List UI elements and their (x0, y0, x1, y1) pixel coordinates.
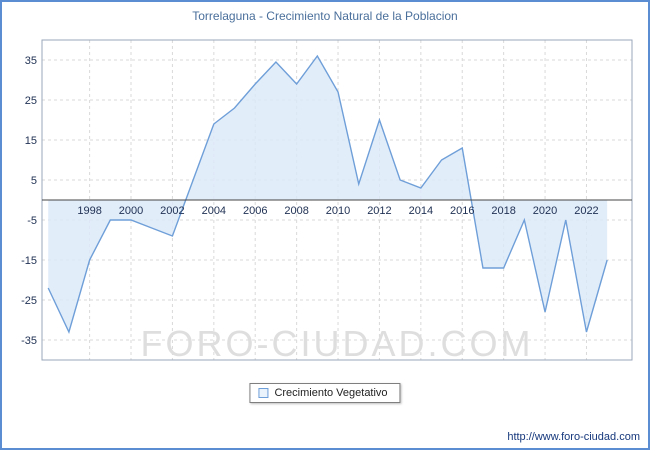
x-tick-label: 2004 (202, 205, 226, 217)
y-tick-label: -15 (21, 255, 37, 267)
y-tick-label: -25 (21, 295, 37, 307)
x-tick-label: 2016 (450, 205, 474, 217)
x-tick-label: 2014 (409, 205, 433, 217)
x-tick-label: 2010 (326, 205, 350, 217)
x-tick-label: 2022 (574, 205, 598, 217)
legend-label: Crecimiento Vegetativo (274, 387, 388, 399)
x-tick-label: 2008 (284, 205, 308, 217)
x-tick-label: 2018 (491, 205, 515, 217)
x-tick-label: 2020 (533, 205, 557, 217)
x-tick-label: 2000 (119, 205, 143, 217)
y-tick-label: 25 (25, 95, 37, 107)
watermark-text: FORO-CIUDAD.COM (141, 323, 534, 364)
area-fill (48, 56, 608, 332)
x-tick-label: 2006 (243, 205, 267, 217)
x-tick-label: 2012 (367, 205, 391, 217)
legend-box: Crecimiento Vegetativo (249, 383, 401, 403)
y-tick-label: 35 (25, 55, 37, 67)
y-tick-label: -35 (21, 335, 37, 347)
y-tick-label: 15 (25, 135, 37, 147)
x-tick-label: 2002 (160, 205, 184, 217)
footer-url-link[interactable]: http://www.foro-ciudad.com (507, 431, 640, 443)
chart-title: Torrelaguna - Crecimiento Natural de la … (192, 9, 458, 23)
x-tick-label: 1998 (77, 205, 101, 217)
y-tick-label: -5 (27, 215, 37, 227)
y-tick-label: 5 (31, 175, 37, 187)
legend-swatch-icon (258, 388, 269, 398)
data-line (47, 54, 608, 334)
area-chart: 35 25 15 5 -5 -15 -25 -35 FORO-CIUDAD.COM 1998 200… (21, 39, 633, 364)
